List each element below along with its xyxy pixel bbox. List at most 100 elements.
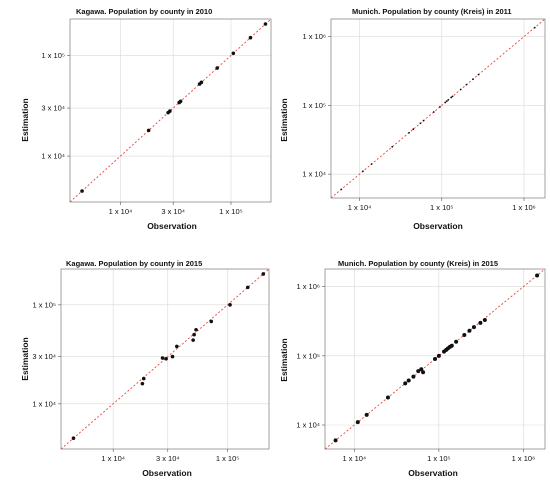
chart-title: Munich. Population by county (Kreis) in … (338, 259, 498, 268)
chart-title: Kagawa. Population by county in 2010 (76, 7, 212, 16)
data-point (71, 436, 76, 440)
data-point (439, 105, 441, 108)
data-point (477, 73, 480, 76)
x-axis-label: Observation (147, 221, 197, 231)
chart-title: Munich. Population by county (Kreis) in … (352, 7, 512, 16)
chart-kagawa-2010-svg: Kagawa. Population by county in 2010 Obs… (20, 7, 272, 231)
data-point (160, 356, 165, 360)
y-tick-label: 1 x 10⁵ (32, 300, 56, 309)
x-axis-label: Observation (408, 468, 458, 478)
data-point (445, 100, 448, 103)
chart-munich-2015-svg: Munich. Population by county (Kreis) in … (279, 259, 546, 478)
chart-munich-2015: Munich. Population by county (Kreis) in … (275, 242, 550, 483)
data-point (419, 367, 424, 372)
data-point (416, 369, 421, 374)
data-point (472, 78, 474, 81)
identity-line (69, 18, 272, 203)
chart-munich-2011: Munich. Population by county (Kreis) in … (275, 0, 550, 242)
chart-kagawa-2010: Kagawa. Population by county in 2010 Obs… (0, 0, 275, 242)
data-point (141, 376, 146, 381)
data-point (170, 354, 175, 359)
data-point (248, 35, 253, 40)
data-point (146, 128, 151, 133)
data-point (364, 412, 369, 417)
data-point (411, 374, 416, 379)
plot-frame (60, 268, 270, 450)
data-point (422, 119, 425, 122)
data-point (447, 99, 450, 101)
data-point (263, 22, 268, 26)
chart-kagawa-2015: Kagawa. Population by county in 2015 Obs… (0, 242, 275, 483)
plot-frame (324, 268, 546, 450)
data-point (191, 338, 195, 342)
data-point (192, 332, 196, 337)
y-tick-label: 1 x 10⁵ (296, 351, 320, 360)
data-point (178, 99, 183, 104)
data-point (454, 339, 459, 344)
x-tick-label: 3 x 10⁴ (161, 207, 185, 216)
data-point (471, 325, 476, 330)
data-point (391, 145, 394, 148)
data-point (403, 381, 408, 386)
y-tick-label: 1 x 10⁵ (41, 51, 65, 60)
y-tick-label: 1 x 10⁶ (302, 32, 326, 41)
identity-line (330, 18, 546, 199)
data-point (408, 131, 410, 134)
data-point (436, 353, 441, 358)
x-axis-label: Observation (413, 221, 463, 231)
y-tick-label: 1 x 10⁴ (41, 152, 65, 161)
data-point (333, 438, 338, 443)
y-axis-label: Estimation (20, 337, 30, 380)
data-point (245, 285, 250, 290)
data-point (478, 320, 483, 325)
plot-frame (69, 18, 272, 203)
data-point (228, 303, 232, 307)
data-point (199, 80, 204, 85)
data-point (385, 395, 390, 400)
y-tick-label: 1 x 10⁵ (302, 101, 326, 110)
y-tick-label: 1 x 10⁴ (302, 170, 326, 179)
x-tick-label: 1 x 10⁵ (219, 207, 243, 216)
x-tick-label: 1 x 10⁵ (427, 454, 451, 463)
y-tick-label: 1 x 10⁶ (296, 282, 320, 291)
data-point (535, 273, 540, 278)
y-tick-label: 1 x 10⁴ (296, 421, 320, 430)
x-tick-label: 1 x 10⁶ (512, 203, 536, 212)
y-tick-label: 3 x 10⁴ (32, 352, 56, 361)
data-point (432, 111, 435, 113)
data-point (340, 188, 343, 191)
data-point (164, 357, 168, 361)
data-point (175, 344, 179, 349)
data-point (406, 378, 411, 383)
x-tick-label: 1 x 10⁴ (342, 454, 366, 463)
data-point (450, 96, 453, 99)
x-tick-label: 1 x 10⁵ (216, 454, 240, 463)
data-point (462, 333, 467, 338)
identity-line (324, 268, 546, 450)
data-point (533, 26, 536, 29)
data-point (449, 343, 454, 348)
data-point (261, 272, 266, 276)
chart-kagawa-2015-svg: Kagawa. Population by county in 2015 Obs… (20, 259, 270, 478)
y-tick-label: 1 x 10⁴ (32, 399, 56, 408)
x-tick-label: 1 x 10⁴ (348, 203, 372, 212)
data-point (215, 66, 219, 70)
data-point (355, 420, 360, 425)
data-point (421, 370, 426, 375)
data-point (451, 95, 454, 98)
data-point (80, 189, 84, 193)
x-tick-label: 1 x 10⁶ (512, 454, 536, 463)
data-point (362, 170, 364, 173)
x-tick-label: 3 x 10⁴ (156, 454, 180, 463)
data-point (231, 51, 236, 56)
data-point (140, 381, 145, 386)
y-axis-label: Estimation (279, 338, 289, 381)
chart-title: Kagawa. Population by county in 2015 (66, 259, 202, 268)
y-axis-label: Estimation (20, 98, 30, 141)
data-point (370, 163, 373, 165)
data-point (419, 122, 422, 125)
data-point (465, 83, 468, 86)
plot-frame (330, 18, 546, 199)
data-point (482, 317, 487, 322)
data-point (459, 88, 462, 91)
